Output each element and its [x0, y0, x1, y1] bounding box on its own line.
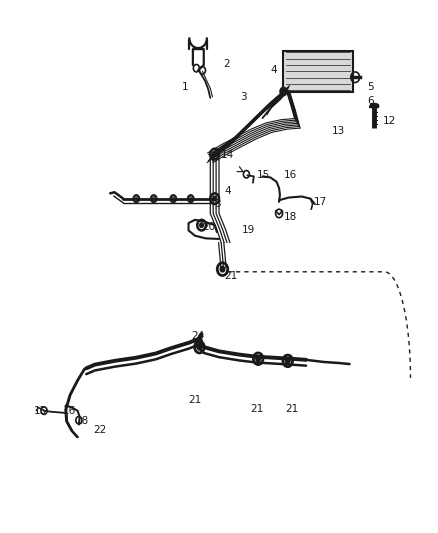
- Text: 4: 4: [270, 66, 277, 75]
- FancyBboxPatch shape: [283, 51, 353, 92]
- Text: 22: 22: [93, 425, 106, 435]
- Ellipse shape: [370, 103, 379, 108]
- Circle shape: [256, 356, 260, 361]
- Text: 14: 14: [221, 150, 234, 160]
- Text: 6: 6: [367, 96, 374, 106]
- Text: 21: 21: [285, 403, 298, 414]
- Text: 18: 18: [284, 212, 297, 222]
- Text: 17: 17: [314, 197, 327, 207]
- Circle shape: [133, 195, 139, 203]
- Text: 1: 1: [182, 82, 189, 92]
- Circle shape: [213, 152, 216, 156]
- Circle shape: [200, 223, 203, 227]
- Text: 21: 21: [224, 271, 237, 281]
- Text: 5: 5: [367, 82, 374, 92]
- Text: 15: 15: [257, 171, 271, 180]
- Circle shape: [151, 195, 157, 203]
- Circle shape: [170, 195, 177, 203]
- Text: 19: 19: [242, 225, 255, 236]
- Text: 3: 3: [240, 92, 247, 102]
- Text: 21: 21: [251, 403, 264, 414]
- Text: 24: 24: [191, 332, 205, 342]
- Circle shape: [286, 358, 290, 364]
- Text: 4: 4: [224, 186, 231, 196]
- Circle shape: [197, 344, 201, 350]
- Circle shape: [280, 87, 287, 96]
- Text: 20: 20: [202, 222, 215, 232]
- Text: 2: 2: [223, 59, 230, 69]
- Text: 3: 3: [214, 199, 220, 209]
- Text: 13: 13: [332, 126, 346, 136]
- Text: 21: 21: [188, 395, 202, 405]
- Text: 18: 18: [76, 416, 89, 426]
- Circle shape: [213, 197, 216, 201]
- Circle shape: [220, 266, 225, 272]
- Text: 16: 16: [283, 171, 297, 180]
- Text: 15: 15: [34, 406, 47, 416]
- Text: 16: 16: [63, 406, 77, 416]
- Text: 12: 12: [383, 116, 396, 126]
- Circle shape: [187, 195, 194, 203]
